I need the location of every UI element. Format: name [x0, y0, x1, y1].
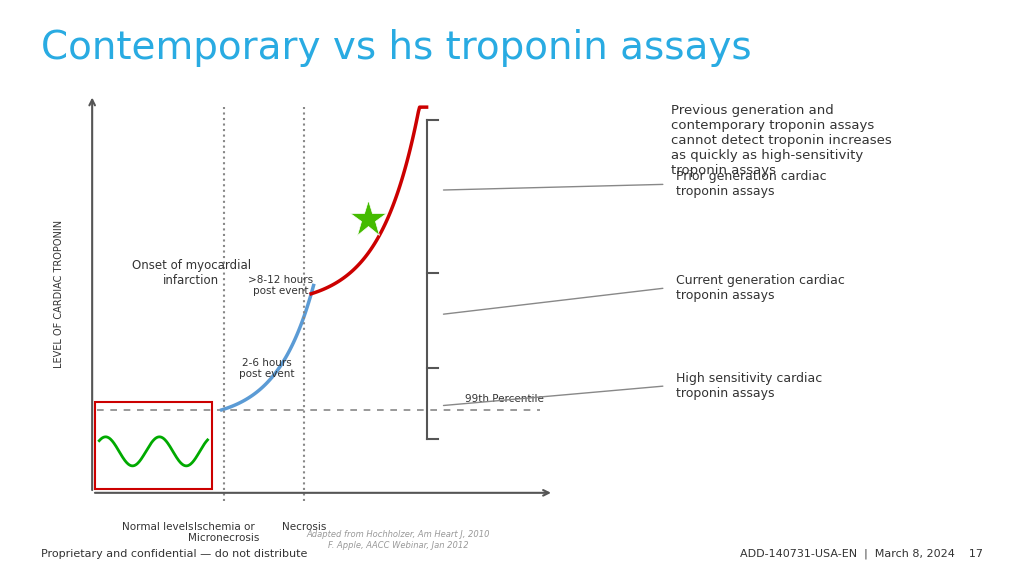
Text: Current generation cardiac
troponin assays: Current generation cardiac troponin assa…: [676, 274, 845, 302]
Text: Normal levels: Normal levels: [122, 522, 194, 532]
Text: Onset of myocardial
infarction: Onset of myocardial infarction: [131, 259, 251, 287]
Text: 99th Percentile: 99th Percentile: [466, 393, 545, 404]
Bar: [94, 401, 212, 488]
Text: Contemporary vs hs troponin assays: Contemporary vs hs troponin assays: [41, 29, 752, 67]
Text: LEVEL OF CARDIAC TROPONIN: LEVEL OF CARDIAC TROPONIN: [54, 219, 65, 368]
Text: Necrosis: Necrosis: [282, 522, 327, 532]
Text: Prior generation cardiac
troponin assays: Prior generation cardiac troponin assays: [676, 170, 826, 198]
Text: Previous generation and
contemporary troponin assays
cannot detect troponin incr: Previous generation and contemporary tro…: [671, 104, 892, 177]
Text: Ischemia or
Micronecrosis: Ischemia or Micronecrosis: [188, 522, 260, 544]
Text: >8-12 hours
post event: >8-12 hours post event: [248, 275, 313, 296]
Text: 2-6 hours
post event: 2-6 hours post event: [239, 358, 294, 379]
Text: High sensitivity cardiac
troponin assays: High sensitivity cardiac troponin assays: [676, 372, 822, 400]
Text: Adapted from Hochholzer, Am Heart J, 2010
F. Apple, AACC Webinar, Jan 2012: Adapted from Hochholzer, Am Heart J, 201…: [306, 530, 490, 550]
Text: Proprietary and confidential — do not distribute: Proprietary and confidential — do not di…: [41, 549, 307, 559]
Text: ADD-140731-USA-EN  |  March 8, 2024    17: ADD-140731-USA-EN | March 8, 2024 17: [740, 548, 983, 559]
